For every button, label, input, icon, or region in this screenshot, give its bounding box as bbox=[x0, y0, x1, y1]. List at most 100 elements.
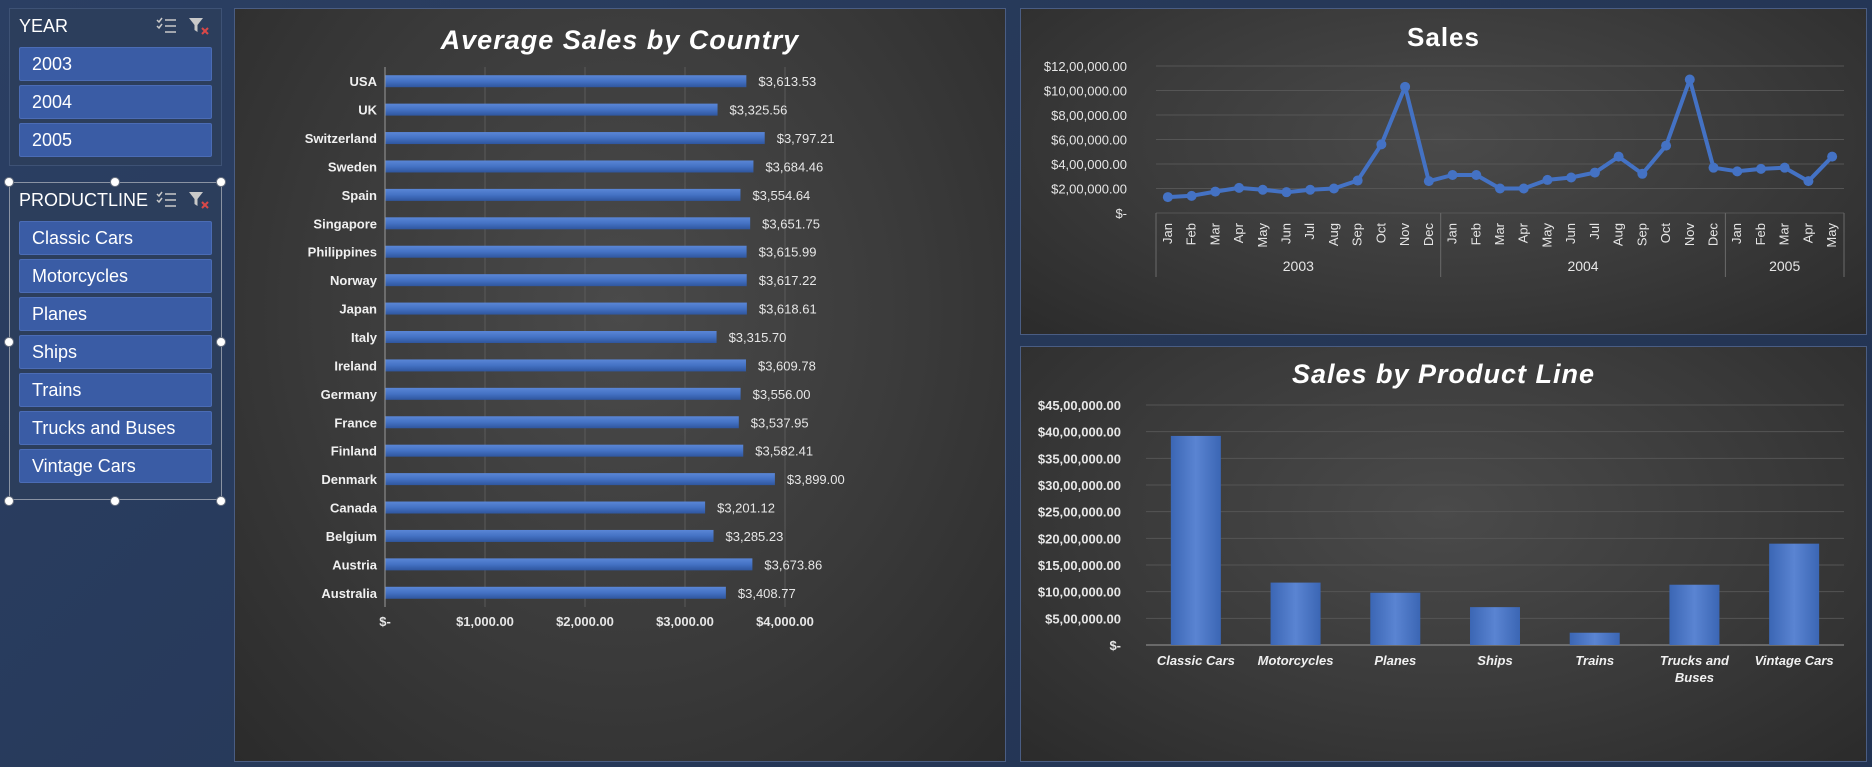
productline-slicer-title: PRODUCTLINE bbox=[19, 189, 149, 210]
data-point bbox=[1542, 174, 1553, 185]
data-point bbox=[1708, 162, 1719, 173]
y-tick-label: $6,00,000.00 bbox=[1051, 133, 1127, 148]
x-tick-label: Nov bbox=[1682, 223, 1697, 247]
category-label: USA bbox=[350, 74, 378, 89]
x-tick-label: Dec bbox=[1421, 223, 1436, 247]
x-tick-label: Sep bbox=[1634, 223, 1649, 246]
x-tick-label: Trucks and bbox=[1660, 653, 1730, 668]
bar bbox=[1370, 592, 1421, 645]
data-point bbox=[1779, 162, 1790, 173]
bar bbox=[385, 245, 747, 258]
data-point bbox=[1803, 176, 1814, 187]
resize-handle-middle-left[interactable] bbox=[4, 337, 14, 347]
x-tick-label: Classic Cars bbox=[1157, 653, 1235, 668]
data-label: $3,651.75 bbox=[762, 216, 820, 231]
productline-item-planes[interactable]: Planes bbox=[19, 297, 212, 331]
data-label: $3,618.61 bbox=[759, 302, 817, 317]
category-label: Switzerland bbox=[305, 131, 377, 146]
category-label: Belgium bbox=[326, 529, 377, 544]
year-slicer: YEAR 2003 2004 2005 bbox=[9, 8, 222, 166]
data-label: $3,797.21 bbox=[777, 131, 835, 146]
data-label: $3,582.41 bbox=[755, 444, 813, 459]
data-point bbox=[1518, 183, 1529, 194]
bar bbox=[385, 359, 746, 372]
chart-title: Sales bbox=[1407, 22, 1480, 52]
productline-item-trucks-and-buses[interactable]: Trucks and Buses bbox=[19, 411, 212, 445]
multi-select-icon[interactable] bbox=[154, 189, 180, 211]
year-item-2004[interactable]: 2004 bbox=[19, 85, 212, 119]
x-tick-label: Buses bbox=[1675, 670, 1714, 685]
year-group-label: 2005 bbox=[1769, 258, 1800, 274]
y-tick-label: $10,00,000.00 bbox=[1038, 585, 1121, 600]
y-tick-label: $5,00,000.00 bbox=[1045, 611, 1121, 626]
data-label: $3,201.12 bbox=[717, 501, 775, 516]
x-tick-label: Mar bbox=[1207, 222, 1222, 245]
x-tick-label: Feb bbox=[1753, 223, 1768, 245]
bar bbox=[385, 274, 747, 287]
data-point bbox=[1400, 81, 1411, 92]
year-item-2003[interactable]: 2003 bbox=[19, 47, 212, 81]
x-tick-label: Feb bbox=[1184, 223, 1199, 245]
resize-handle-top-left[interactable] bbox=[4, 177, 14, 187]
data-point bbox=[1281, 187, 1292, 198]
sales-by-product-line-chart[interactable]: Sales by Product Line $- $5,00,000.00 $10,… bbox=[1020, 346, 1867, 762]
x-tick-label: Jan bbox=[1160, 223, 1175, 244]
x-tick-label: Motorcycles bbox=[1258, 653, 1334, 668]
bar bbox=[385, 586, 726, 599]
y-tick-label: $40,00,000.00 bbox=[1038, 425, 1121, 440]
year-slicer-title: YEAR bbox=[19, 15, 69, 36]
resize-handle-top-center[interactable] bbox=[110, 177, 120, 187]
productline-item-ships[interactable]: Ships bbox=[19, 335, 212, 369]
x-tick-label: $4,000.00 bbox=[756, 614, 814, 629]
productline-item-vintage-cars[interactable]: Vintage Cars bbox=[19, 449, 212, 483]
category-label: Australia bbox=[321, 586, 377, 601]
year-item-2005[interactable]: 2005 bbox=[19, 123, 212, 157]
clear-filter-icon[interactable] bbox=[186, 189, 212, 211]
category-label: UK bbox=[358, 103, 377, 118]
x-tick-label: Vintage Cars bbox=[1755, 653, 1834, 668]
productline-item-trains[interactable]: Trains bbox=[19, 373, 212, 407]
resize-handle-bottom-center[interactable] bbox=[110, 496, 120, 506]
sales-line-chart[interactable]: Sales $- $2,00,000.00 $4,00,000.00 $6,00,00… bbox=[1020, 8, 1867, 335]
x-tick-label: Jan bbox=[1729, 223, 1744, 244]
category-label: Singapore bbox=[313, 216, 377, 231]
x-tick-label: Oct bbox=[1658, 223, 1673, 244]
clear-filter-icon[interactable] bbox=[186, 15, 212, 37]
avg-sales-by-country-chart[interactable]: Average Sales by Country $- $1,000.00 $2,0… bbox=[234, 8, 1006, 762]
data-point bbox=[1328, 183, 1339, 194]
x-tick-label: Apr bbox=[1231, 222, 1246, 243]
resize-handle-top-right[interactable] bbox=[216, 177, 226, 187]
category-label: Spain bbox=[342, 188, 377, 203]
category-label: Sweden bbox=[328, 159, 377, 174]
x-tick-label: Jul bbox=[1587, 223, 1602, 240]
resize-handle-middle-right[interactable] bbox=[216, 337, 226, 347]
productline-item-classic-cars[interactable]: Classic Cars bbox=[19, 221, 212, 255]
productline-item-motorcycles[interactable]: Motorcycles bbox=[19, 259, 212, 293]
category-label: Norway bbox=[330, 273, 378, 288]
bar bbox=[1270, 582, 1321, 645]
data-point bbox=[1684, 74, 1695, 85]
data-point bbox=[1637, 168, 1648, 179]
data-label: $3,325.56 bbox=[730, 103, 788, 118]
data-point bbox=[1827, 151, 1838, 162]
y-tick-label: $25,00,000.00 bbox=[1038, 505, 1121, 520]
chart-title: Average Sales by Country bbox=[440, 25, 800, 55]
category-label: Finland bbox=[331, 444, 377, 459]
resize-handle-bottom-right[interactable] bbox=[216, 496, 226, 506]
data-point bbox=[1210, 186, 1221, 197]
multi-select-icon[interactable] bbox=[154, 15, 180, 37]
y-tick-label: $2,00,000.00 bbox=[1051, 182, 1127, 197]
bar bbox=[385, 103, 718, 116]
x-tick-label: Sep bbox=[1350, 223, 1365, 246]
bar bbox=[385, 217, 751, 230]
x-tick-label: May bbox=[1539, 223, 1554, 248]
bar bbox=[385, 473, 775, 486]
sales-line-plot: $- $2,00,000.00 $4,00,000.00 $6,00,000.00 $8… bbox=[1044, 59, 1845, 277]
data-point bbox=[1162, 192, 1173, 203]
x-tick-label: Trains bbox=[1575, 653, 1614, 668]
resize-handle-bottom-left[interactable] bbox=[4, 496, 14, 506]
x-tick-label: Apr bbox=[1516, 222, 1531, 243]
data-point bbox=[1661, 140, 1672, 151]
x-tick-label: Nov bbox=[1397, 223, 1412, 247]
category-label: Philippines bbox=[308, 245, 377, 260]
